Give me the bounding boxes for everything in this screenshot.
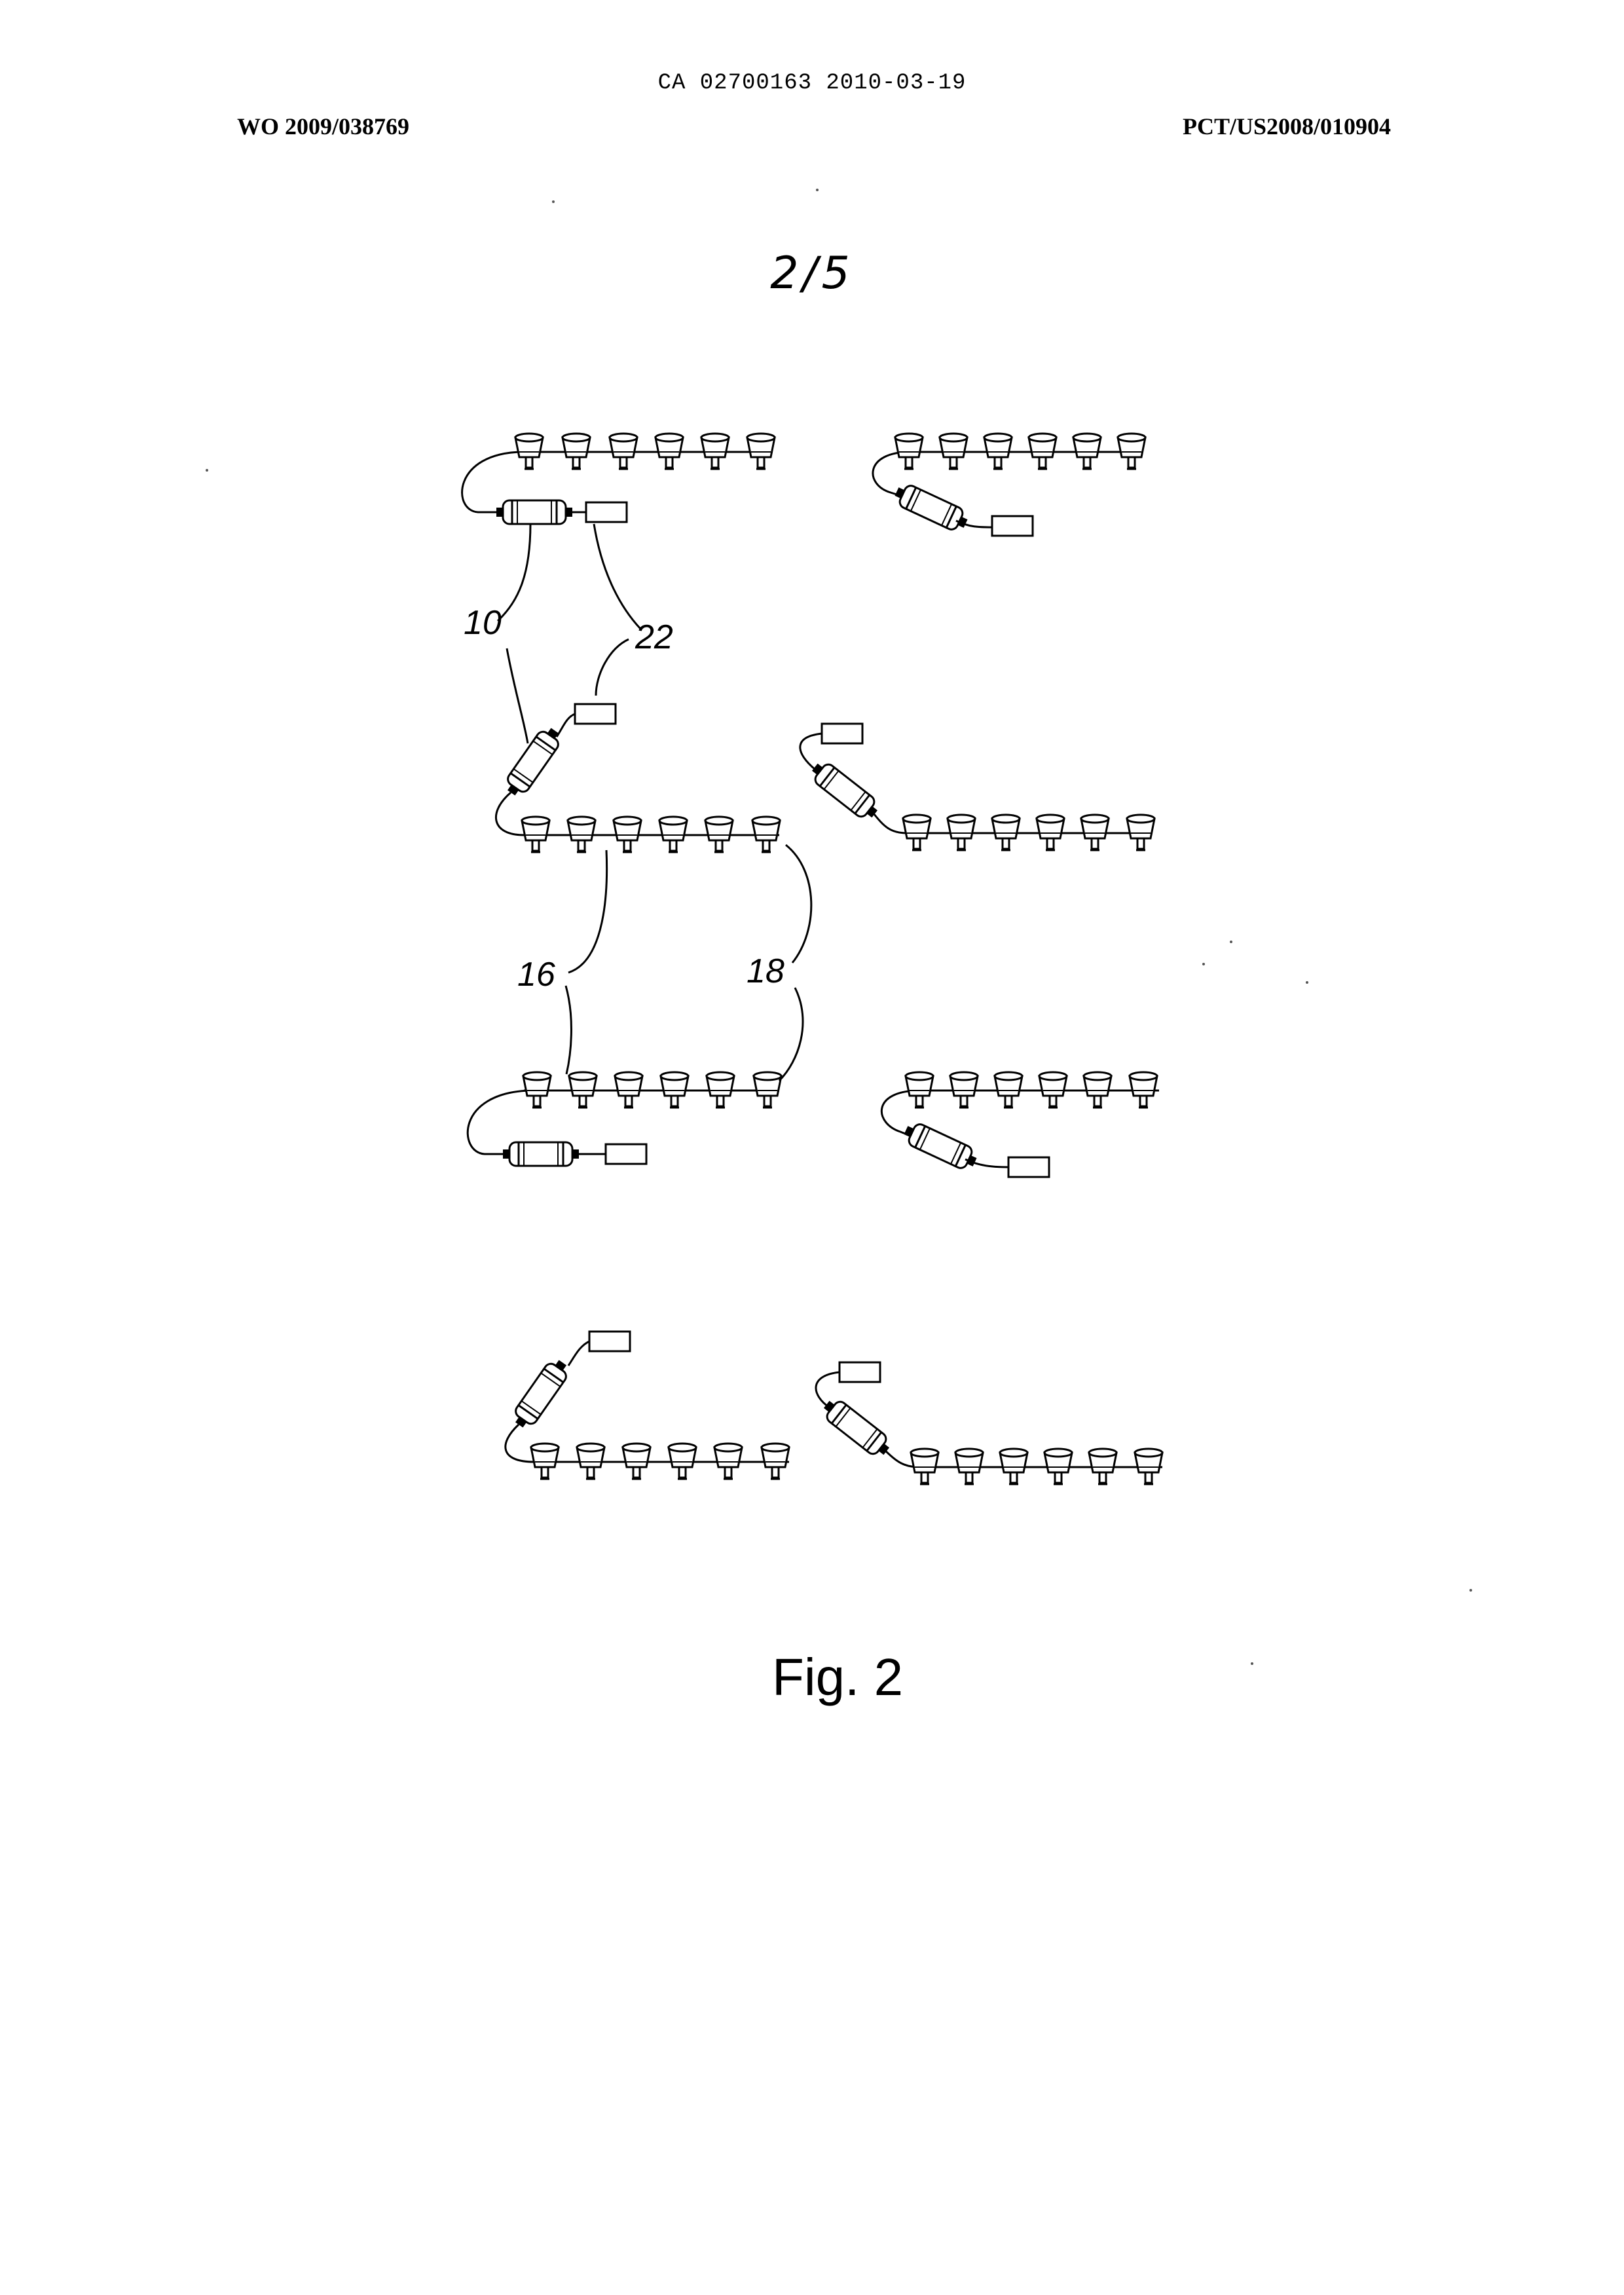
figure-label: Fig. 2: [772, 1647, 903, 1707]
ref-numeral-22: 22: [635, 618, 673, 656]
light-string-5: [468, 1072, 781, 1166]
ref-numeral-10: 10: [464, 604, 502, 642]
light-string-7: [506, 1332, 789, 1479]
light-string-2: [873, 434, 1145, 536]
ref-numeral-18: 18: [747, 952, 784, 990]
light-string-8: [816, 1362, 1162, 1484]
light-string-4: [800, 724, 1154, 850]
light-string-6: [881, 1072, 1159, 1177]
ref-numeral-16: 16: [517, 956, 555, 994]
scan-specks: [206, 189, 1472, 1665]
light-string-1: [462, 434, 775, 524]
light-string-3: [496, 704, 780, 852]
leader-lines: [498, 524, 811, 1081]
